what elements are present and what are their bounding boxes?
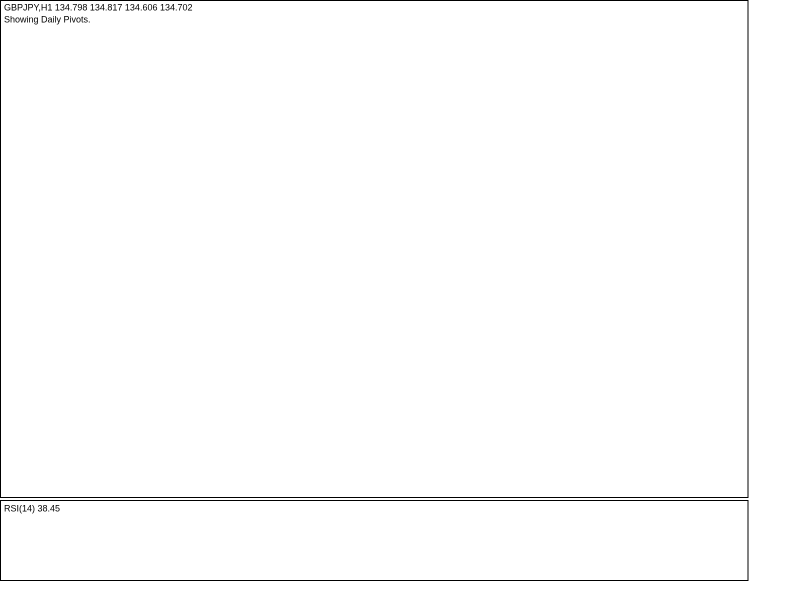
rsi-pane-border <box>0 500 749 581</box>
rsi-title: RSI(14) 38.45 <box>4 503 60 513</box>
main-pane-border <box>0 0 749 498</box>
chart-title: GBPJPY,H1 134.798 134.817 134.606 134.70… <box>4 2 193 12</box>
chart-subtitle: Showing Daily Pivots. <box>4 14 91 24</box>
